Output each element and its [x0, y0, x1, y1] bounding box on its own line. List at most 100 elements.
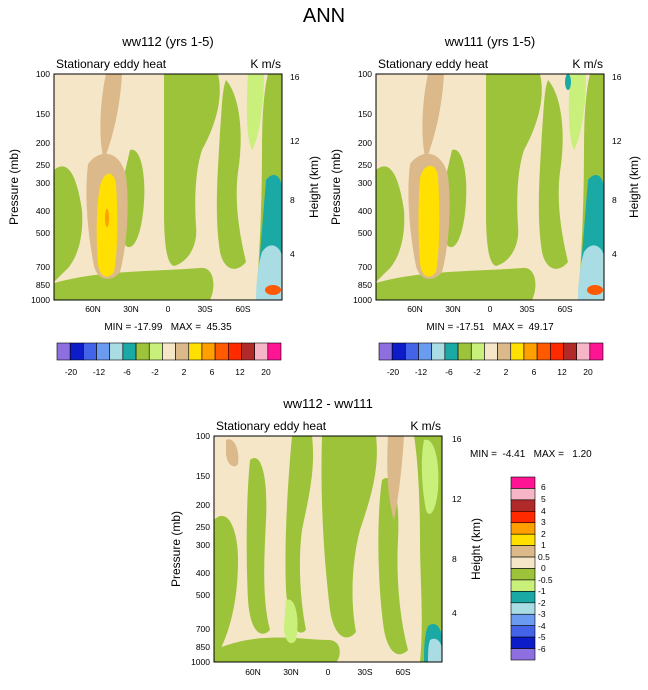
contour-pos-core: [105, 209, 109, 227]
y-axis-label: Pressure (mb): [7, 149, 21, 225]
colorbar-label: 5: [541, 494, 546, 504]
y-tick-label: 500: [36, 228, 50, 238]
height-tick-label: 4: [452, 608, 457, 618]
panel-title: ww112 - ww111: [282, 396, 373, 411]
variable-label: Stationary eddy heat: [216, 419, 327, 433]
colorbar: [56, 342, 282, 361]
colorbar-swatch: [109, 342, 124, 361]
y-tick-label: 250: [358, 160, 372, 170]
contour-neg-lv2: [421, 439, 439, 514]
x-tick-label: 60S: [557, 304, 572, 314]
contour-neg-region: [285, 436, 314, 633]
plot-frame: [53, 73, 283, 301]
colorbar-swatch: [241, 342, 255, 361]
colorbar-swatch: [510, 342, 525, 361]
y-tick-label: 250: [36, 160, 50, 170]
colorbar-vertical: [510, 476, 536, 661]
y-axis-label: Pressure (mb): [329, 149, 343, 225]
colorbar-label: 20: [583, 367, 593, 377]
colorbar-swatch: [162, 342, 176, 361]
colorbar-swatch: [418, 342, 433, 361]
units-label: K m/s: [572, 57, 603, 71]
colorbar-swatch: [510, 625, 536, 638]
y-tick-label: 100: [358, 69, 372, 79]
contour-pos-region: [226, 439, 239, 467]
y-ticks-left: 100 150 200 250 300 400 500 700 850 1000: [191, 431, 210, 667]
colorbar-swatch: [549, 342, 564, 361]
y-ticks-right: 16 12 8 4: [612, 72, 622, 259]
colorbar-swatch: [391, 342, 406, 361]
y-tick-label: 850: [36, 280, 50, 290]
colorbar-label: -20: [65, 367, 78, 377]
colorbar-swatch: [201, 342, 216, 361]
x-tick-label: 60N: [407, 304, 423, 314]
y-tick-label: 1000: [353, 295, 372, 305]
colorbar-label: -2: [473, 367, 481, 377]
y-ticks-right: 16 12 8 4: [290, 72, 300, 259]
colorbar-labels: -20 -12 -6 -2 2 6 12 20: [387, 367, 593, 377]
colorbar-swatch: [405, 342, 419, 361]
colorbar-swatch: [444, 342, 459, 361]
colorbar: [378, 342, 604, 361]
colorbar-label: -4: [538, 621, 546, 631]
contour-neg-region: [486, 74, 542, 266]
min-max-readout: MIN = -4.41 MAX = 1.20: [470, 449, 592, 460]
y-tick-label: 1000: [31, 295, 50, 305]
colorbar-swatch: [484, 342, 498, 361]
colorbar-swatch: [175, 342, 190, 361]
height-tick-label: 12: [452, 494, 462, 504]
y-tick-label: 300: [196, 540, 210, 550]
colorbar-label: 2: [182, 367, 187, 377]
colorbar-label: -0.5: [538, 575, 553, 585]
colorbar-label: 6: [532, 367, 537, 377]
y-tick-label: 400: [358, 206, 372, 216]
colorbar-label: 2: [504, 367, 509, 377]
contour-neg-region: [378, 478, 408, 655]
colorbar-label: 6: [541, 482, 546, 492]
y-tick-label: 200: [358, 138, 372, 148]
colorbar-swatch: [563, 342, 577, 361]
height-tick-label: 8: [612, 195, 617, 205]
colorbar-swatch: [510, 613, 536, 626]
x-tick-label: 30N: [123, 304, 139, 314]
x-tick-label: 0: [326, 667, 331, 677]
y-ticks-right: 16 12 8 4: [452, 434, 462, 618]
height-tick-label: 8: [290, 195, 295, 205]
colorbar-label: -20: [387, 367, 400, 377]
y-tick-label: 700: [196, 624, 210, 634]
colorbar-swatch: [589, 342, 604, 361]
contour-neg-region: [54, 166, 83, 282]
y-tick-label: 400: [36, 206, 50, 216]
panel-ww111: ww111 (yrs 1-5) Stationary eddy heat K m…: [329, 34, 641, 377]
colorbar-swatch: [470, 342, 485, 361]
colorbar-label: 20: [261, 367, 271, 377]
y-tick-label: 1000: [191, 657, 210, 667]
colorbar-swatch: [56, 342, 71, 361]
min-max-readout: MIN = -17.99 MAX = 45.35: [104, 322, 232, 333]
colorbar-swatch: [431, 342, 446, 361]
panel-ww112: ww112 (yrs 1-5) Stationary eddy heat K m…: [7, 34, 321, 377]
contour-neg-region: [214, 515, 238, 662]
colorbar-label: 3: [541, 517, 546, 527]
contour-neg-region: [216, 80, 246, 269]
contour-hot-spot: [265, 285, 281, 295]
colorbar-swatch: [536, 342, 551, 361]
plot-frame: [375, 73, 605, 301]
y-tick-label: 850: [196, 642, 210, 652]
y-tick-label: 300: [358, 178, 372, 188]
panel-title: ww112 (yrs 1-5): [121, 34, 214, 49]
contour-neg-region: [538, 80, 568, 269]
colorbar-label: -12: [93, 367, 106, 377]
colorbar-label: -6: [123, 367, 131, 377]
colorbar-label: -1: [538, 586, 546, 596]
colorbar-swatch: [378, 342, 393, 361]
variable-label: Stationary eddy heat: [56, 57, 167, 71]
colorbar-swatch: [576, 342, 591, 361]
height-tick-label: 16: [612, 72, 622, 82]
colorbar-label: -12: [415, 367, 428, 377]
y-tick-label: 500: [358, 228, 372, 238]
x-ticks: 60N 30N 0 30S 60S: [407, 304, 573, 314]
figure-title: ANN: [303, 5, 345, 27]
contour-field: [214, 436, 442, 662]
colorbar-label: 2: [541, 529, 546, 539]
